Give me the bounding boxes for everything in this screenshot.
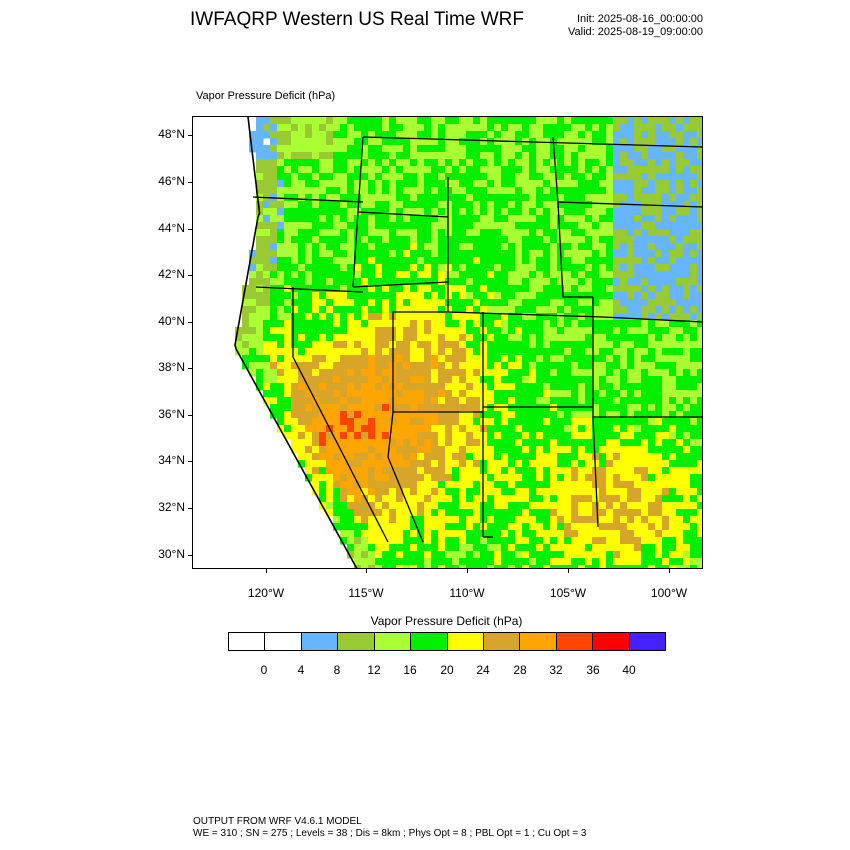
lat-tick [188,229,192,230]
lat-label-32: 32°N [158,500,185,514]
lat-tick [188,135,192,136]
lat-label-34: 34°N [158,453,185,467]
state-border [592,416,599,528]
colorbar-label: 8 [333,663,341,677]
lat-label-44: 44°N [158,221,185,235]
lat-label-48: 48°N [158,127,185,141]
colorbar-label: 16 [403,663,417,677]
chart-title: IWFAQRP Western US Real Time WRF [190,9,524,30]
state-border [357,211,449,218]
lat-label-30: 30°N [158,547,185,561]
lat-tick [188,555,192,556]
lon-tick [266,569,267,573]
state-border [292,287,389,543]
state-border [255,286,364,293]
colorbar-swatch [483,633,521,650]
lat-tick [188,415,192,416]
lon-label-120w: 120°W [247,586,285,600]
colorbar-swatch [265,633,302,650]
lat-label-36: 36°N [158,407,185,421]
valid-time: Valid: 2025-08-19_09:00:00 [568,26,703,38]
colorbar-label: 20 [440,663,454,677]
state-border [252,196,364,203]
field-label: Vapor Pressure Deficit (hPa) [196,90,336,102]
lat-tick [188,182,192,183]
state-border [557,201,593,298]
lon-label-115w: 115°W [348,586,384,600]
colorbar-swatch [593,633,630,650]
state-border [447,311,604,318]
colorbar-label: 36 [586,663,600,677]
colorbar-label: 24 [476,663,490,677]
colorbar-label: 40 [622,663,636,677]
lat-tick [188,322,192,323]
colorbar-label: 4 [297,663,305,677]
lon-tick [467,569,468,573]
lon-tick [669,569,670,573]
lat-tick [188,368,192,369]
lon-label-100w: 100°W [650,586,688,600]
lat-label-46: 46°N [158,174,185,188]
model-options: WE = 310 ; SN = 275 ; Levels = 38 ; Dis … [193,828,587,839]
colorbar-swatch [520,633,557,650]
init-time: Init: 2025-08-16_00:00:00 [577,13,703,25]
colorbar-swatch [629,633,666,650]
lon-label-105w: 105°W [549,586,587,600]
colorbar-swatch [374,633,412,650]
lon-tick [568,569,569,573]
state-border [362,136,702,148]
state-border [352,281,449,288]
colorbar-swatch [411,633,448,650]
lon-tick [366,569,367,573]
colorbar-swatch [556,633,594,650]
state-border [387,411,424,543]
lat-tick [188,461,192,462]
colorbar-title: Vapor Pressure Deficit (hPa) [370,614,523,628]
colorbar-label: 32 [549,663,563,677]
lat-tick [188,275,192,276]
coastline [234,117,358,568]
lat-label-40: 40°N [158,314,185,328]
state-border [602,316,702,323]
lat-tick [188,508,192,509]
lat-label-42: 42°N [158,267,185,281]
colorbar [228,632,666,651]
lat-label-38: 38°N [158,360,185,374]
colorbar-swatch [338,633,375,650]
colorbar-label: 0 [260,663,268,677]
map-panel [192,116,703,569]
colorbar-label: 12 [367,663,381,677]
vpd-map [234,117,702,568]
colorbar-swatch [301,633,339,650]
colorbar-label: 28 [513,663,527,677]
lon-label-110w: 110°W [449,586,485,600]
model-info: OUTPUT FROM WRF V4.6.1 MODEL [193,816,362,827]
state-border [392,311,448,412]
colorbar-swatch [447,633,484,650]
colorbar-swatch [229,633,266,650]
